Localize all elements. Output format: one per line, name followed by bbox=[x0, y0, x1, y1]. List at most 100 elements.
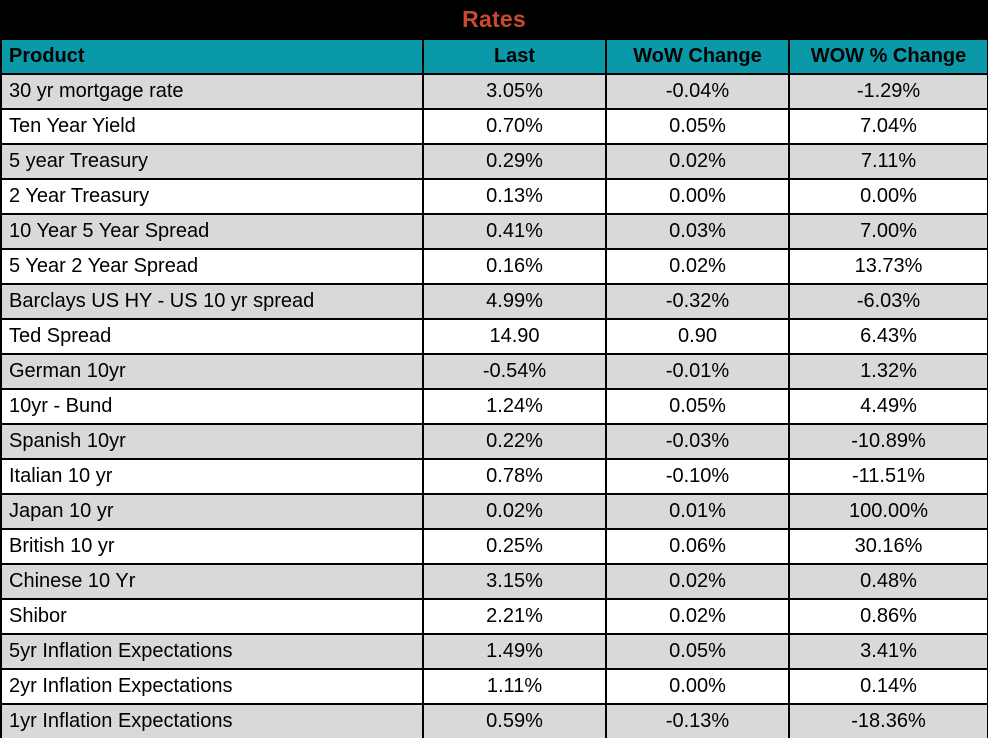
value-cell: 3.15% bbox=[422, 563, 607, 600]
value-cell: 0.02% bbox=[422, 493, 607, 530]
value-cell: 0.02% bbox=[605, 598, 790, 635]
table-row: Japan 10 yr 0.02% 0.01% 100.00% bbox=[0, 493, 988, 530]
value-cell: -0.03% bbox=[605, 423, 790, 460]
value-cell: 0.78% bbox=[422, 458, 607, 495]
value-cell: 0.25% bbox=[422, 528, 607, 565]
value-cell: 0.02% bbox=[605, 248, 790, 285]
value-cell: 0.05% bbox=[605, 388, 790, 425]
column-header-wow-change: WoW Change bbox=[605, 38, 790, 75]
table-row: Spanish 10yr 0.22% -0.03% -10.89% bbox=[0, 423, 988, 460]
value-cell: 1.49% bbox=[422, 633, 607, 670]
product-cell: 2yr Inflation Expectations bbox=[0, 668, 424, 705]
value-cell: 0.06% bbox=[605, 528, 790, 565]
table-row: 5yr Inflation Expectations 1.49% 0.05% 3.41… bbox=[0, 633, 988, 670]
table-row: 5 Year 2 Year Spread 0.16% 0.02% 13.73% bbox=[0, 248, 988, 285]
value-cell: 0.90 bbox=[605, 318, 790, 355]
product-cell: 5 year Treasury bbox=[0, 143, 424, 180]
table-row: 1yr Inflation Expectations 0.59% -0.13% -18… bbox=[0, 703, 988, 738]
rates-table: Product Last WoW Change WOW % Change 30 yr … bbox=[0, 38, 988, 738]
value-cell: 0.14% bbox=[788, 668, 988, 705]
value-cell: 1.11% bbox=[422, 668, 607, 705]
value-cell: 0.70% bbox=[422, 108, 607, 145]
value-cell: 0.13% bbox=[422, 178, 607, 215]
value-cell: -6.03% bbox=[788, 283, 988, 320]
product-cell: 30 yr mortgage rate bbox=[0, 73, 424, 110]
product-cell: Ten Year Yield bbox=[0, 108, 424, 145]
product-cell: British 10 yr bbox=[0, 528, 424, 565]
product-cell: German 10yr bbox=[0, 353, 424, 390]
value-cell: 7.04% bbox=[788, 108, 988, 145]
table-row: Italian 10 yr 0.78% -0.10% -11.51% bbox=[0, 458, 988, 495]
value-cell: 0.00% bbox=[605, 178, 790, 215]
value-cell: 0.05% bbox=[605, 108, 790, 145]
value-cell: 0.02% bbox=[605, 143, 790, 180]
table-row: Ten Year Yield 0.70% 0.05% 7.04% bbox=[0, 108, 988, 145]
value-cell: 0.01% bbox=[605, 493, 790, 530]
value-cell: 0.86% bbox=[788, 598, 988, 635]
value-cell: -0.04% bbox=[605, 73, 790, 110]
value-cell: 0.16% bbox=[422, 248, 607, 285]
table-row: 2 Year Treasury 0.13% 0.00% 0.00% bbox=[0, 178, 988, 215]
product-cell: 5yr Inflation Expectations bbox=[0, 633, 424, 670]
value-cell: -1.29% bbox=[788, 73, 988, 110]
value-cell: -0.54% bbox=[422, 353, 607, 390]
value-cell: 0.00% bbox=[605, 668, 790, 705]
product-cell: Ted Spread bbox=[0, 318, 424, 355]
value-cell: 0.05% bbox=[605, 633, 790, 670]
value-cell: 0.41% bbox=[422, 213, 607, 250]
value-cell: 4.49% bbox=[788, 388, 988, 425]
product-cell: Barclays US HY - US 10 yr spread bbox=[0, 283, 424, 320]
value-cell: 4.99% bbox=[422, 283, 607, 320]
value-cell: 6.43% bbox=[788, 318, 988, 355]
product-cell: Italian 10 yr bbox=[0, 458, 424, 495]
value-cell: 0.29% bbox=[422, 143, 607, 180]
value-cell: -0.01% bbox=[605, 353, 790, 390]
value-cell: -18.36% bbox=[788, 703, 988, 738]
product-cell: Chinese 10 Yr bbox=[0, 563, 424, 600]
value-cell: 0.48% bbox=[788, 563, 988, 600]
table-title-band: Rates bbox=[0, 0, 988, 38]
table-body: 30 yr mortgage rate 3.05% -0.04% -1.29% Ten … bbox=[0, 73, 988, 738]
table-row: 2yr Inflation Expectations 1.11% 0.00% 0.14… bbox=[0, 668, 988, 705]
value-cell: 0.59% bbox=[422, 703, 607, 738]
value-cell: 3.41% bbox=[788, 633, 988, 670]
table-row: 5 year Treasury 0.29% 0.02% 7.11% bbox=[0, 143, 988, 180]
value-cell: -11.51% bbox=[788, 458, 988, 495]
table-row: Ted Spread 14.90 0.90 6.43% bbox=[0, 318, 988, 355]
table-row: Chinese 10 Yr 3.15% 0.02% 0.48% bbox=[0, 563, 988, 600]
value-cell: 2.21% bbox=[422, 598, 607, 635]
product-cell: Spanish 10yr bbox=[0, 423, 424, 460]
value-cell: -0.10% bbox=[605, 458, 790, 495]
table-row: British 10 yr 0.25% 0.06% 30.16% bbox=[0, 528, 988, 565]
table-row: Shibor 2.21% 0.02% 0.86% bbox=[0, 598, 988, 635]
table-row: Barclays US HY - US 10 yr spread 4.99% -0.… bbox=[0, 283, 988, 320]
table-row: 10 Year 5 Year Spread 0.41% 0.03% 7.00% bbox=[0, 213, 988, 250]
value-cell: 30.16% bbox=[788, 528, 988, 565]
column-header-last: Last bbox=[422, 38, 607, 75]
value-cell: 7.11% bbox=[788, 143, 988, 180]
table-row: 10yr - Bund 1.24% 0.05% 4.49% bbox=[0, 388, 988, 425]
value-cell: 7.00% bbox=[788, 213, 988, 250]
product-cell: 5 Year 2 Year Spread bbox=[0, 248, 424, 285]
value-cell: 0.03% bbox=[605, 213, 790, 250]
value-cell: -0.13% bbox=[605, 703, 790, 738]
value-cell: 0.02% bbox=[605, 563, 790, 600]
product-cell: Japan 10 yr bbox=[0, 493, 424, 530]
table-title: Rates bbox=[462, 5, 526, 32]
table-row: German 10yr -0.54% -0.01% 1.32% bbox=[0, 353, 988, 390]
product-cell: Shibor bbox=[0, 598, 424, 635]
product-cell: 10 Year 5 Year Spread bbox=[0, 213, 424, 250]
value-cell: 100.00% bbox=[788, 493, 988, 530]
value-cell: -0.32% bbox=[605, 283, 790, 320]
value-cell: 13.73% bbox=[788, 248, 988, 285]
column-header-product: Product bbox=[0, 38, 424, 75]
value-cell: -10.89% bbox=[788, 423, 988, 460]
value-cell: 1.32% bbox=[788, 353, 988, 390]
value-cell: 0.00% bbox=[788, 178, 988, 215]
value-cell: 3.05% bbox=[422, 73, 607, 110]
column-header-wow-change: WOW % Change bbox=[788, 38, 988, 75]
product-cell: 10yr - Bund bbox=[0, 388, 424, 425]
header-row: Product Last WoW Change WOW % Change bbox=[0, 38, 988, 75]
product-cell: 2 Year Treasury bbox=[0, 178, 424, 215]
